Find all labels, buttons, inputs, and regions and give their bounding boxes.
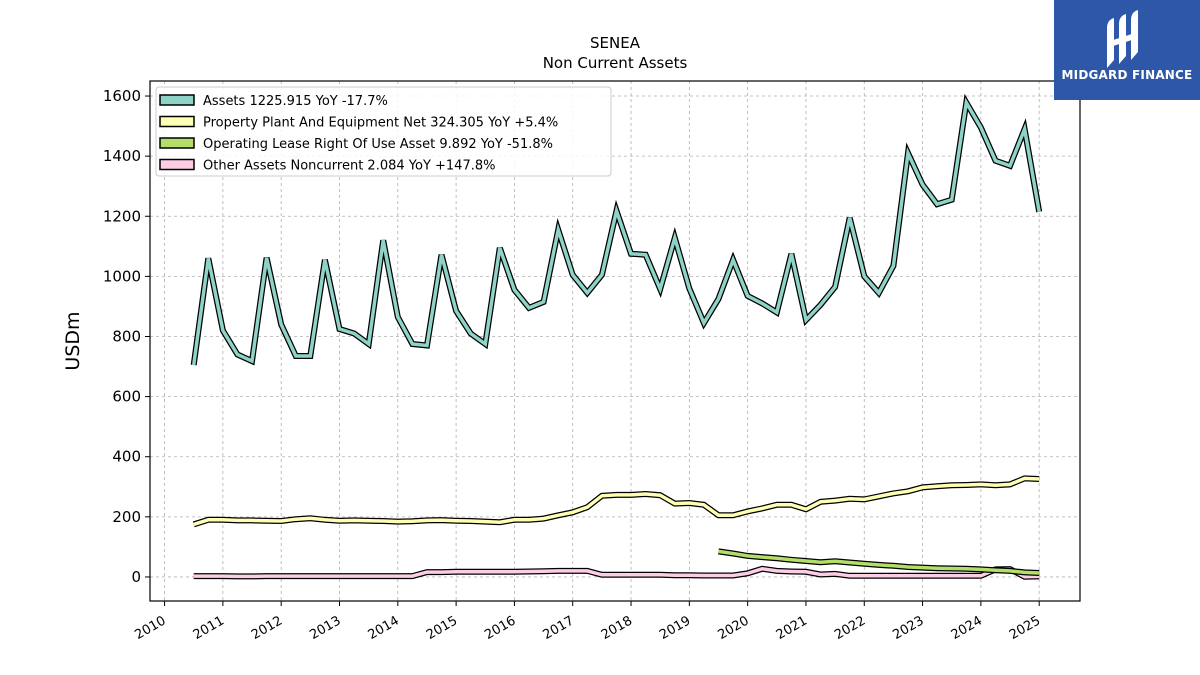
y-tick-label: 1200 [103, 207, 141, 225]
y-tick-label: 1400 [103, 147, 141, 165]
x-tick-label: 2014 [366, 613, 402, 643]
chart-title: SENEA [590, 34, 641, 52]
series-line [193, 476, 1040, 527]
x-tick-label: 2018 [599, 613, 635, 643]
x-tick-label: 2024 [949, 613, 985, 643]
legend-swatch [159, 94, 195, 106]
y-tick-label: 400 [112, 448, 141, 466]
legend: Assets 1225.915 YoY -17.7% Property Plant… [155, 86, 612, 177]
x-tick-label: 2025 [1007, 613, 1043, 643]
plot-frame [149, 80, 1081, 602]
y-tick-label: 200 [112, 508, 141, 526]
series-line [193, 567, 1040, 579]
chart-subtitle: Non Current Assets [543, 54, 688, 72]
x-tick-label: 2015 [424, 613, 460, 643]
y-tick-label: 1000 [103, 267, 141, 285]
legend-swatch [159, 115, 195, 128]
x-tick-label: 2013 [307, 613, 343, 643]
x-tick-label: 2012 [249, 613, 285, 643]
x-tick-label: 2010 [132, 613, 168, 643]
legend-swatch [159, 137, 195, 149]
y-tick-label: 800 [112, 327, 141, 345]
x-tick-label: 2011 [191, 613, 227, 643]
legend-entry: Assets 1225.915 YoY -17.7% [203, 94, 388, 109]
y-axis-label: USDm [62, 311, 84, 370]
legend-box [155, 86, 612, 177]
x-tick-label: 2023 [890, 613, 926, 643]
legend-swatch [159, 158, 195, 171]
series-line [191, 97, 1041, 366]
brand-name: MIDGARD FINANCE [1061, 68, 1193, 82]
x-tick-label: 2017 [541, 613, 577, 643]
midgard-logo-icon [1107, 10, 1138, 68]
legend-entry: Property Plant And Equipment Net 324.305… [203, 116, 558, 131]
x-tick-label: 2020 [715, 613, 751, 643]
series-outline [192, 475, 1040, 528]
brand-logo: MIDGARD FINANCE [1054, 0, 1200, 100]
x-axis: 2010 2011 2012 2013 2014 2015 2016 2017 2018 2019… [132, 601, 1043, 643]
x-tick-label: 2019 [657, 613, 693, 643]
legend-entry: Other Assets Noncurrent 2.084 YoY +147.8… [203, 159, 495, 174]
legend-entry: Operating Lease Right Of Use Asset 9.892… [203, 137, 553, 152]
y-tick-label: 600 [112, 388, 141, 406]
y-axis: 0 200 400 600 800 1000 1200 1400 1600 [103, 87, 150, 586]
y-tick-label: 0 [131, 568, 141, 586]
x-tick-label: 2022 [832, 613, 868, 643]
series-line [718, 549, 1040, 575]
x-tick-label: 2021 [774, 613, 810, 643]
x-tick-label: 2016 [482, 613, 518, 643]
y-tick-label: 1600 [103, 87, 141, 105]
series-lines [190, 93, 1043, 580]
